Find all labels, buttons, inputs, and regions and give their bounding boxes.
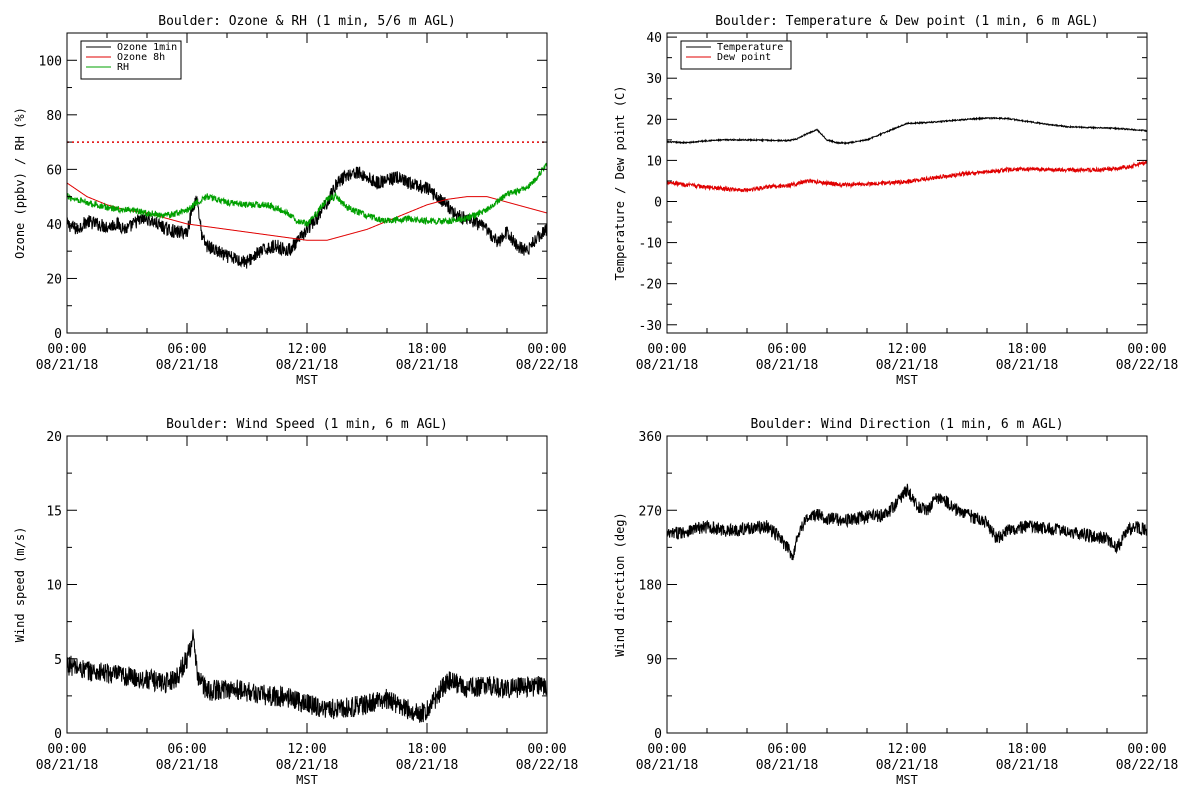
x-tick-label-time: 12:00 bbox=[887, 742, 926, 757]
x-tick-label-time: 18:00 bbox=[1007, 342, 1046, 357]
y-tick-label: 180 bbox=[639, 579, 662, 594]
x-tick-label-time: 06:00 bbox=[167, 742, 206, 757]
legend-entry: RH bbox=[117, 62, 129, 73]
plot-frame bbox=[666, 435, 1148, 734]
x-tick-label-time: 00:00 bbox=[527, 342, 566, 357]
y-axis-label: Wind direction (deg) bbox=[613, 512, 627, 657]
series-line-temp-1 bbox=[666, 159, 1148, 193]
x-tick-label-time: 00:00 bbox=[47, 742, 86, 757]
y-tick-label: 80 bbox=[46, 109, 62, 124]
x-tick-label-time: 00:00 bbox=[647, 342, 686, 357]
x-tick-label-date: 08/21/18 bbox=[876, 758, 939, 773]
x-tick-label-date: 08/21/18 bbox=[876, 358, 939, 373]
x-tick-label-time: 06:00 bbox=[167, 342, 206, 357]
chart-title: Boulder: Temperature & Dew point (1 min,… bbox=[715, 14, 1099, 29]
y-tick-label: 40 bbox=[46, 218, 62, 233]
y-tick-label: 90 bbox=[646, 653, 662, 668]
x-tick-label-time: 12:00 bbox=[887, 342, 926, 357]
series-line-wspd-0 bbox=[66, 629, 548, 723]
x-axis-label: MST bbox=[896, 773, 918, 787]
y-tick-label: 40 bbox=[646, 31, 662, 46]
y-tick-label: 60 bbox=[46, 163, 62, 178]
x-tick-label-date: 08/21/18 bbox=[636, 758, 699, 773]
legend-entry: Ozone 1min bbox=[117, 42, 177, 53]
x-tick-label-time: 06:00 bbox=[767, 342, 806, 357]
x-tick-label-date: 08/21/18 bbox=[36, 758, 99, 773]
y-tick-label: 10 bbox=[46, 579, 62, 594]
y-tick-label: 10 bbox=[646, 154, 662, 169]
y-tick-label: -30 bbox=[639, 319, 662, 334]
panel-temp: Boulder: Temperature & Dew point (1 min,… bbox=[613, 14, 1178, 387]
y-tick-label: 360 bbox=[639, 430, 662, 445]
x-tick-label-date: 08/21/18 bbox=[996, 758, 1059, 773]
y-tick-label: 20 bbox=[646, 113, 662, 128]
x-tick-label-date: 08/21/18 bbox=[156, 358, 219, 373]
x-tick-label-time: 00:00 bbox=[647, 742, 686, 757]
x-tick-label-time: 18:00 bbox=[1007, 742, 1046, 757]
y-tick-label: 0 bbox=[54, 727, 62, 742]
y-tick-label: -20 bbox=[639, 278, 662, 293]
x-tick-label-date: 08/21/18 bbox=[996, 358, 1059, 373]
y-tick-label: 270 bbox=[639, 504, 662, 519]
x-tick-label-time: 18:00 bbox=[407, 742, 446, 757]
y-tick-label: 0 bbox=[54, 327, 62, 342]
legend-box bbox=[680, 40, 792, 70]
x-tick-label-time: 18:00 bbox=[407, 342, 446, 357]
panel-wspd: Boulder: Wind Speed (1 min, 6 m AGL) 0 5 10… bbox=[13, 417, 578, 787]
x-tick-label-date: 08/22/18 bbox=[516, 358, 579, 373]
panel-wdir: Boulder: Wind Direction (1 min, 6 m AGL)… bbox=[613, 417, 1178, 787]
x-tick-label-date: 08/22/18 bbox=[516, 758, 579, 773]
y-tick-label: 100 bbox=[39, 54, 62, 69]
y-tick-label: 15 bbox=[46, 504, 62, 519]
legend-entry: Ozone 8h bbox=[117, 52, 165, 63]
x-tick-label-date: 08/21/18 bbox=[756, 358, 819, 373]
x-tick-label-time: 00:00 bbox=[47, 342, 86, 357]
panel-ozone: Boulder: Ozone & RH (1 min, 5/6 m AGL) 0 2… bbox=[13, 14, 578, 387]
series-line-ozone-1 bbox=[66, 182, 548, 241]
series-line-ozone-2 bbox=[66, 162, 548, 227]
x-axis-label: MST bbox=[296, 373, 318, 387]
y-tick-label: 20 bbox=[46, 272, 62, 287]
x-tick-label-date: 08/21/18 bbox=[756, 758, 819, 773]
y-axis-label: Wind speed (m/s) bbox=[13, 527, 27, 643]
series-line-wdir-0 bbox=[666, 483, 1148, 561]
y-tick-label: 30 bbox=[646, 72, 662, 87]
legend-entry: Dew point bbox=[717, 52, 771, 63]
x-tick-label-time: 06:00 bbox=[767, 742, 806, 757]
y-axis-label: Ozone (ppbv) / RH (%) bbox=[13, 107, 27, 259]
x-axis-label: MST bbox=[896, 373, 918, 387]
x-tick-label-date: 08/21/18 bbox=[396, 358, 459, 373]
x-tick-label-time: 00:00 bbox=[527, 742, 566, 757]
chart-title: Boulder: Wind Direction (1 min, 6 m AGL) bbox=[750, 417, 1063, 432]
x-tick-label-date: 08/21/18 bbox=[276, 358, 339, 373]
x-tick-label-time: 12:00 bbox=[287, 342, 326, 357]
x-tick-label-date: 08/21/18 bbox=[396, 758, 459, 773]
x-tick-label-date: 08/21/18 bbox=[36, 358, 99, 373]
x-tick-label-date: 08/22/18 bbox=[1116, 758, 1179, 773]
x-tick-label-date: 08/21/18 bbox=[636, 358, 699, 373]
x-tick-label-date: 08/21/18 bbox=[276, 758, 339, 773]
y-axis-label: Temperature / Dew point (C) bbox=[613, 85, 627, 280]
x-tick-label-time: 12:00 bbox=[287, 742, 326, 757]
y-tick-label: 5 bbox=[54, 653, 62, 668]
x-tick-label-date: 08/21/18 bbox=[156, 758, 219, 773]
chart-title: Boulder: Wind Speed (1 min, 6 m AGL) bbox=[166, 417, 448, 432]
chart-title: Boulder: Ozone & RH (1 min, 5/6 m AGL) bbox=[158, 14, 455, 29]
x-tick-label-date: 08/22/18 bbox=[1116, 358, 1179, 373]
series-line-ozone-0 bbox=[66, 166, 548, 269]
y-tick-label: -10 bbox=[639, 237, 662, 252]
x-axis-label: MST bbox=[296, 773, 318, 787]
y-tick-label: 0 bbox=[654, 727, 662, 742]
legend-entry: Temperature bbox=[717, 42, 783, 53]
series-line-temp-0 bbox=[666, 116, 1148, 145]
x-tick-label-time: 00:00 bbox=[1127, 342, 1166, 357]
y-tick-label: 20 bbox=[46, 430, 62, 445]
x-tick-label-time: 00:00 bbox=[1127, 742, 1166, 757]
y-tick-label: 0 bbox=[654, 195, 662, 210]
